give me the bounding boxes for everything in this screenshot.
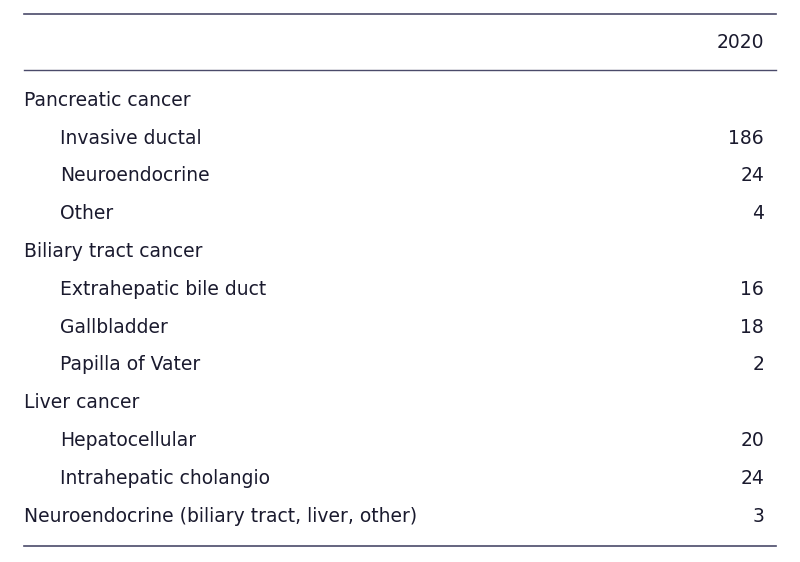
- Text: Pancreatic cancer: Pancreatic cancer: [24, 91, 190, 110]
- Text: Biliary tract cancer: Biliary tract cancer: [24, 242, 202, 261]
- Text: Neuroendocrine (biliary tract, liver, other): Neuroendocrine (biliary tract, liver, ot…: [24, 506, 417, 525]
- Text: 2020: 2020: [717, 33, 764, 52]
- Text: 18: 18: [740, 318, 764, 337]
- Text: 186: 186: [728, 129, 764, 148]
- Text: 3: 3: [752, 506, 764, 525]
- Text: Hepatocellular: Hepatocellular: [60, 431, 196, 450]
- Text: 24: 24: [740, 469, 764, 488]
- Text: 24: 24: [740, 166, 764, 185]
- Text: Neuroendocrine: Neuroendocrine: [60, 166, 210, 185]
- Text: 16: 16: [740, 280, 764, 299]
- Text: 4: 4: [752, 204, 764, 223]
- Text: Extrahepatic bile duct: Extrahepatic bile duct: [60, 280, 266, 299]
- Text: Liver cancer: Liver cancer: [24, 393, 139, 413]
- Text: Other: Other: [60, 204, 114, 223]
- Text: Gallbladder: Gallbladder: [60, 318, 168, 337]
- Text: Papilla of Vater: Papilla of Vater: [60, 355, 200, 374]
- Text: Intrahepatic cholangio: Intrahepatic cholangio: [60, 469, 270, 488]
- Text: Invasive ductal: Invasive ductal: [60, 129, 202, 148]
- Text: 20: 20: [740, 431, 764, 450]
- Text: 2: 2: [752, 355, 764, 374]
